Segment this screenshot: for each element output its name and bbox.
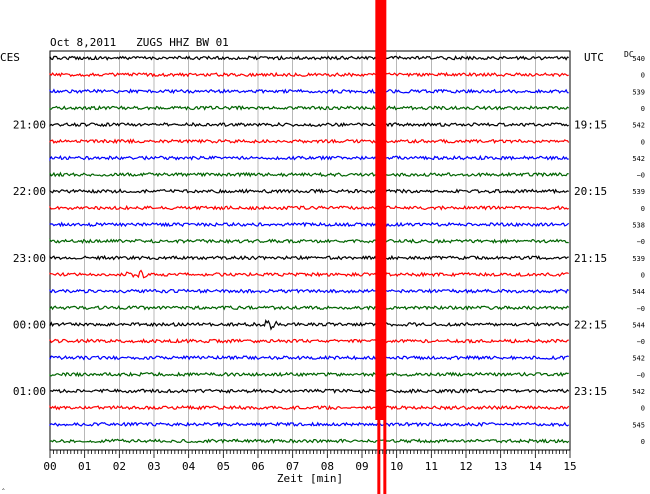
seismic-trace <box>49 105 570 111</box>
left-time-labels: 21:00 22:00 23:00 00:00 01:00 <box>13 119 46 398</box>
dc-offset-label: 0 <box>641 205 645 213</box>
left-time-label: 23:00 <box>13 252 46 265</box>
dc-offset-label: −0 <box>637 338 645 346</box>
x-tick-label: 06 <box>251 460 264 473</box>
dc-offset-label: 0 <box>641 72 645 80</box>
seismic-trace <box>49 55 569 61</box>
dc-offset-label: 542 <box>632 388 645 396</box>
dc-header: DC <box>624 50 634 59</box>
x-tick-label: 04 <box>182 460 196 473</box>
right-time-label: 22:15 <box>574 318 607 331</box>
dc-offset-label: 0 <box>641 271 645 279</box>
dc-offset-label: 0 <box>641 438 645 446</box>
footer-mark: ‸ <box>2 481 5 490</box>
x-tick-label: 05 <box>217 460 230 473</box>
dc-offset-label: 545 <box>632 421 645 429</box>
dc-offset-labels: 540 0 539 0 542 0 542 −0 539 0 538 −0 539 0 544 −0 544 −0… <box>632 55 645 446</box>
dc-offset-label: 542 <box>632 355 645 363</box>
seismic-trace <box>49 388 570 395</box>
dc-offset-label: 539 <box>632 88 645 96</box>
seismic-trace <box>49 371 569 378</box>
x-tick-label: 00 <box>43 460 56 473</box>
seismic-trace <box>49 188 569 195</box>
x-axis-label: Zeit [min] <box>277 472 343 485</box>
right-timezone-label: UTC <box>584 51 604 64</box>
x-tick-label: 15 <box>563 460 576 473</box>
seismic-trace <box>49 138 570 145</box>
dc-offset-label: 540 <box>632 55 645 63</box>
seismic-trace <box>49 254 569 261</box>
dc-offset-label: −0 <box>637 371 645 379</box>
right-time-label: 23:15 <box>574 385 607 398</box>
x-tick-label: 01 <box>78 460 91 473</box>
right-time-label: 21:15 <box>574 252 607 265</box>
event-tail <box>383 420 387 494</box>
dc-offset-label: 539 <box>632 255 645 263</box>
seismic-trace <box>49 88 569 95</box>
seismic-trace <box>49 121 569 128</box>
seismic-trace <box>49 354 569 361</box>
seismic-trace <box>49 154 569 162</box>
left-time-label: 22:00 <box>13 185 46 198</box>
seismic-trace <box>49 171 569 178</box>
x-tick-label: 11 <box>425 460 438 473</box>
right-time-label: 19:15 <box>574 119 607 132</box>
left-timezone-label: CES <box>0 51 20 64</box>
dc-offset-label: −0 <box>637 238 645 246</box>
event-tail <box>377 420 381 494</box>
x-tick-label: 13 <box>494 460 507 473</box>
seismic-trace <box>49 71 569 78</box>
left-time-label: 01:00 <box>13 385 46 398</box>
dc-offset-label: 539 <box>632 188 645 196</box>
right-time-label: 20:15 <box>574 185 607 198</box>
x-tick-label: 14 <box>529 460 543 473</box>
chart-title: Oct 8,2011 ZUGS HHZ BW 01 <box>50 36 229 49</box>
seismic-trace <box>49 421 570 428</box>
x-axis-ticks: 00 01 02 03 04 05 06 07 08 09 10 11 12 13 14 15 <box>43 450 577 473</box>
dc-offset-label: 544 <box>632 321 645 329</box>
event-band <box>375 0 387 420</box>
x-tick-label: 08 <box>321 460 334 473</box>
seismic-trace <box>49 337 569 344</box>
left-time-label: 00:00 <box>13 318 46 331</box>
seismic-traces <box>49 55 570 444</box>
dc-offset-label: 0 <box>641 138 645 146</box>
dc-offset-label: −0 <box>637 172 645 180</box>
dc-offset-label: 0 <box>641 105 645 113</box>
dc-offset-label: 544 <box>632 288 645 296</box>
dc-offset-label: 542 <box>632 155 645 163</box>
seismic-trace <box>49 269 569 279</box>
seismic-trace <box>49 238 569 245</box>
x-tick-label: 10 <box>390 460 403 473</box>
seismic-trace <box>49 438 570 444</box>
x-tick-label: 12 <box>459 460 472 473</box>
seismic-trace <box>49 221 570 228</box>
dc-offset-label: 538 <box>632 222 645 230</box>
seismic-trace <box>49 304 570 311</box>
x-tick-label: 02 <box>113 460 126 473</box>
x-tick-label: 03 <box>147 460 160 473</box>
seismic-trace <box>49 319 570 331</box>
right-time-labels: 19:15 20:15 21:15 22:15 23:15 <box>574 119 607 398</box>
seismic-trace <box>49 204 569 211</box>
seismic-trace <box>49 404 570 411</box>
dc-offset-label: 0 <box>641 405 645 413</box>
dc-offset-label: −0 <box>637 305 645 313</box>
dc-offset-label: 542 <box>632 122 645 130</box>
left-time-label: 21:00 <box>13 119 46 132</box>
earthquake-event <box>375 0 387 494</box>
x-tick-label: 09 <box>355 460 368 473</box>
seismic-trace <box>49 288 569 294</box>
x-tick-label: 07 <box>286 460 299 473</box>
